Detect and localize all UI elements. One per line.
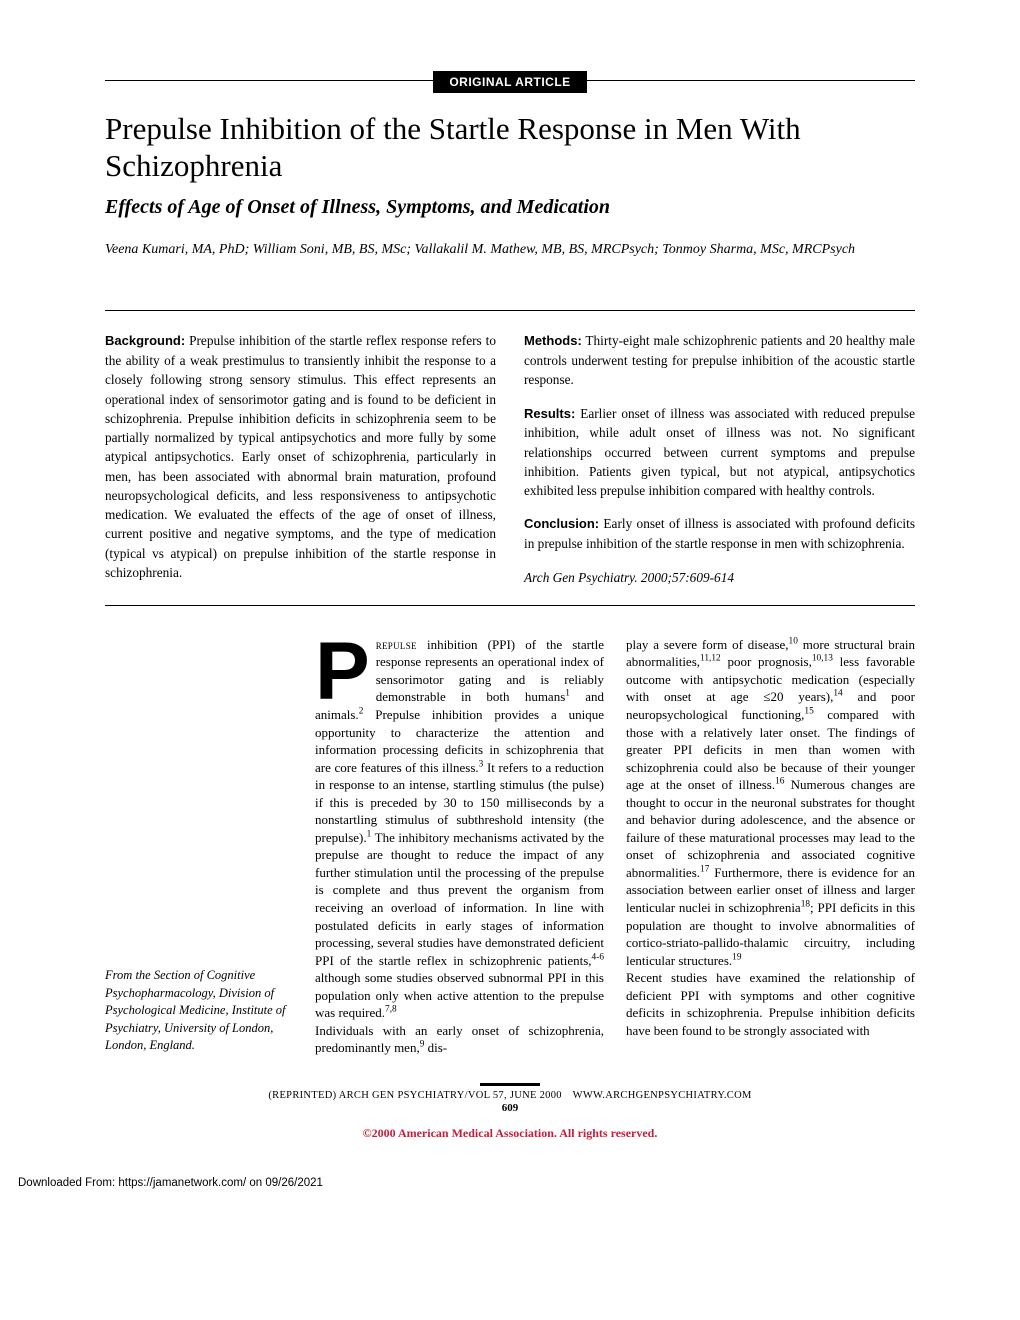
footer-citation: (REPRINTED) ARCH GEN PSYCHIATRY/VOL 57, …	[105, 1090, 915, 1101]
methods-text: Thirty-eight male schizophrenic patients…	[524, 333, 915, 387]
abstract-right-column: Methods: Thirty-eight male schizophrenic…	[524, 331, 915, 587]
author-list: Veena Kumari, MA, PhD; William Soni, MB,…	[105, 239, 915, 260]
dropcap: P	[315, 636, 376, 704]
background-text: Prepulse inhibition of the startle refle…	[105, 333, 496, 580]
results-label: Results:	[524, 406, 575, 421]
page-number: 609	[105, 1102, 915, 1114]
body-column-2: play a severe form of disease,10 more st…	[626, 636, 915, 1057]
article-label-region: ORIGINAL ARTICLE	[105, 70, 915, 93]
abstract-methods: Methods: Thirty-eight male schizophrenic…	[524, 331, 915, 389]
page-footer: (REPRINTED) ARCH GEN PSYCHIATRY/VOL 57, …	[105, 1083, 915, 1114]
abstract-background: Background: Prepulse inhibition of the s…	[105, 331, 496, 582]
article-subtitle: Effects of Age of Onset of Illness, Symp…	[105, 196, 915, 219]
article-title: Prepulse Inhibition of the Startle Respo…	[105, 111, 915, 184]
footer-rule	[480, 1083, 540, 1086]
abstract-conclusion: Conclusion: Early onset of illness is as…	[524, 514, 915, 553]
background-label: Background:	[105, 333, 185, 348]
copyright-notice: ©2000 American Medical Association. All …	[105, 1126, 915, 1141]
methods-label: Methods:	[524, 333, 582, 348]
abstract-results: Results: Earlier onset of illness was as…	[524, 404, 915, 501]
body-region: From the Section of Cognitive Psychophar…	[105, 636, 915, 1057]
body-column-1: Prepulse inhibition (PPI) of the startle…	[315, 636, 604, 1057]
lead-smallcaps: repulse	[376, 637, 417, 652]
article-type-label: ORIGINAL ARTICLE	[433, 71, 586, 93]
author-affiliation: From the Section of Cognitive Psychophar…	[105, 967, 295, 1057]
abstract-left-column: Background: Prepulse inhibition of the s…	[105, 331, 496, 587]
results-text: Earlier onset of illness was associated …	[524, 406, 915, 499]
download-note: Downloaded From: https://jamanetwork.com…	[0, 1171, 1020, 1199]
conclusion-label: Conclusion:	[524, 516, 599, 531]
body-columns: Prepulse inhibition (PPI) of the startle…	[315, 636, 915, 1057]
abstract-citation: Arch Gen Psychiatry. 2000;57:609-614	[524, 568, 915, 587]
page-container: ORIGINAL ARTICLE Prepulse Inhibition of …	[0, 0, 1020, 1171]
abstract-box: Background: Prepulse inhibition of the s…	[105, 310, 915, 606]
